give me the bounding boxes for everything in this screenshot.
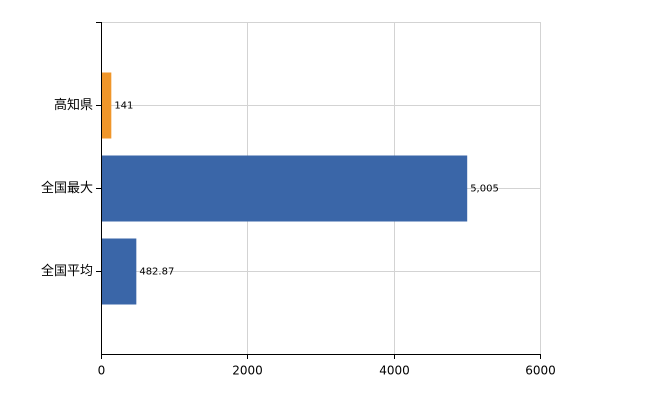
x-tick-label: 0	[98, 364, 106, 378]
x-tick-label: 6000	[525, 364, 556, 378]
x-tick-label: 4000	[379, 364, 410, 378]
y-tick-label: 高知県	[54, 97, 93, 113]
x-tick-label: 2000	[232, 364, 263, 378]
bar	[101, 155, 468, 222]
value-label: 141	[114, 101, 133, 112]
bar	[101, 238, 137, 305]
value-label: 5,005	[470, 184, 499, 195]
y-tick-label: 全国平均	[41, 263, 93, 279]
bar	[101, 72, 112, 139]
value-label: 482.87	[139, 267, 174, 278]
y-tick-label: 全国最大	[41, 180, 93, 196]
